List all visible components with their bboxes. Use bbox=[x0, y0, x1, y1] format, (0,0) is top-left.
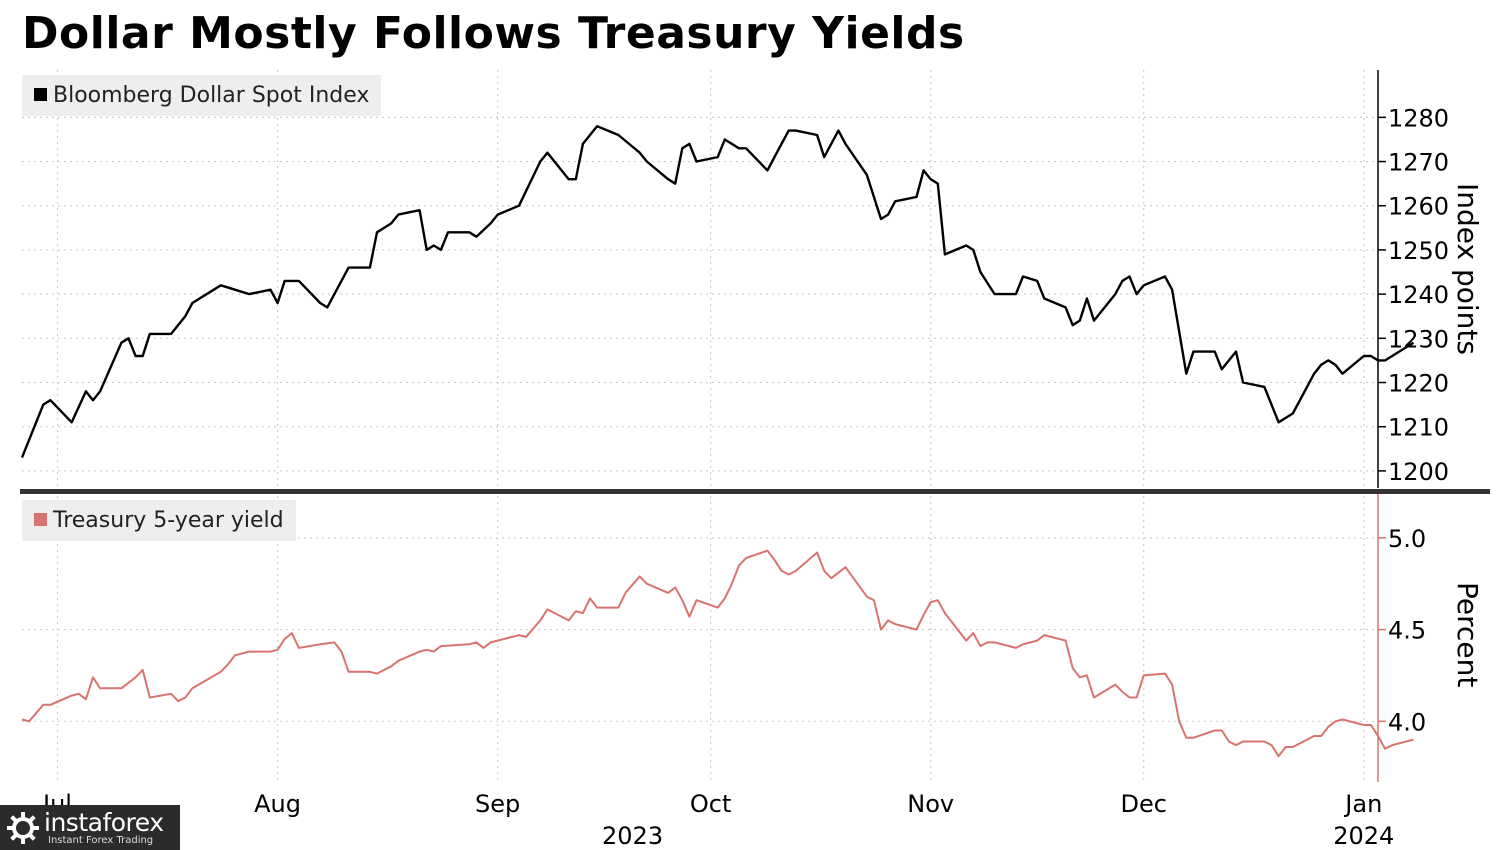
x-tick-label-dec: Dec bbox=[1120, 790, 1166, 818]
y-tick-label-yield-5: 5.0 bbox=[1388, 525, 1426, 553]
x-tick-label-nov: Nov bbox=[907, 790, 954, 818]
legend-bottom: Treasury 5-year yield bbox=[22, 500, 296, 541]
y-tick-label-yield-4: 4.0 bbox=[1388, 708, 1426, 736]
y-tick-label-index-1240: 1240 bbox=[1388, 281, 1449, 309]
y-tick-label-index-1210: 1210 bbox=[1388, 414, 1449, 442]
series-line-index bbox=[20, 124, 1415, 459]
legend-top: Bloomberg Dollar Spot Index bbox=[22, 75, 382, 116]
y-tick-label-index-1280: 1280 bbox=[1388, 104, 1449, 132]
watermark: instaforex Instant Forex Trading bbox=[0, 805, 180, 850]
watermark-tagline: Instant Forex Trading bbox=[48, 835, 154, 846]
x-year-label-2023: 2023 bbox=[602, 822, 663, 850]
panel-separator bbox=[20, 489, 1490, 494]
legend-label-dollar-index: Bloomberg Dollar Spot Index bbox=[53, 83, 370, 108]
legend-swatch-treasury-yield bbox=[34, 513, 47, 526]
series-line-yield bbox=[21, 549, 1414, 758]
watermark-name: instaforex bbox=[44, 808, 164, 837]
y-tick-label-index-1200: 1200 bbox=[1388, 458, 1449, 486]
x-tick-label-aug: Aug bbox=[254, 790, 301, 818]
x-tick-label-sep: Sep bbox=[475, 790, 520, 818]
instaforex-logo-icon bbox=[7, 812, 39, 844]
y-axis-title-percent: Percent bbox=[1451, 582, 1484, 688]
y-axis-title-index: Index points bbox=[1451, 183, 1484, 355]
chart-title: Dollar Mostly Follows Treasury Yields bbox=[22, 8, 965, 59]
x-year-label-2024: 2024 bbox=[1333, 822, 1394, 850]
x-tick-label-oct: Oct bbox=[690, 790, 732, 818]
x-tick-label-jan: Jan bbox=[1343, 790, 1382, 818]
legend-swatch-dollar-index bbox=[34, 88, 47, 101]
y-tick-label-yield-4.5: 4.5 bbox=[1388, 617, 1426, 645]
y-tick-label-index-1220: 1220 bbox=[1388, 370, 1449, 398]
y-tick-label-index-1260: 1260 bbox=[1388, 193, 1449, 221]
y-tick-label-index-1250: 1250 bbox=[1388, 237, 1449, 265]
legend-label-treasury-yield: Treasury 5-year yield bbox=[53, 508, 284, 533]
y-tick-label-index-1270: 1270 bbox=[1388, 149, 1449, 177]
y-tick-label-index-1230: 1230 bbox=[1388, 325, 1449, 353]
